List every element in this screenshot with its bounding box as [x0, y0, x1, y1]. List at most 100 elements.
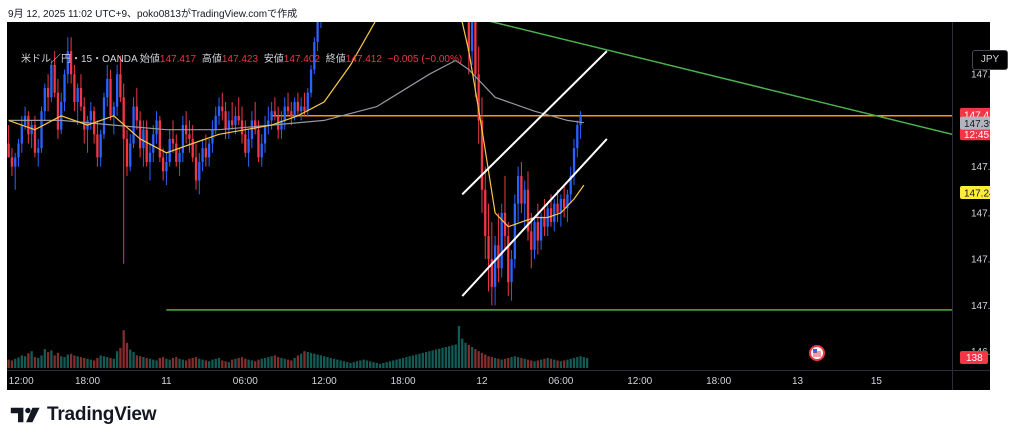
- candle-body: [27, 115, 30, 135]
- candle-body: [145, 129, 148, 163]
- candle-body: [99, 134, 102, 158]
- candle-body: [96, 134, 99, 158]
- candle-body: [257, 129, 260, 158]
- candle-body: [490, 259, 493, 287]
- volume-bar: [33, 357, 37, 368]
- candle-body: [303, 106, 306, 112]
- volume-bar: [332, 358, 336, 368]
- volume-bar: [349, 362, 352, 368]
- plot-area: [7, 22, 952, 368]
- candle-body: [119, 74, 122, 98]
- candle-body: [43, 88, 46, 112]
- volume-bar: [293, 357, 296, 368]
- volume-bar: [585, 357, 589, 368]
- candle-body: [487, 235, 490, 260]
- price-badge: [960, 116, 990, 130]
- tradingview-logo[interactable]: TradingView: [10, 404, 157, 426]
- volume-bar: [201, 359, 204, 368]
- candle-body: [106, 78, 109, 98]
- volume-bar: [181, 359, 185, 368]
- volume-bar: [497, 358, 500, 368]
- y-tick-label: 147.100: [971, 255, 990, 266]
- candle-body: [576, 125, 579, 149]
- candle-body: [523, 189, 526, 204]
- chart-panel[interactable]: 147.500147.400147.300147.200147.100147.0…: [7, 22, 1008, 390]
- candle-body: [309, 69, 313, 93]
- candle-body: [254, 120, 257, 130]
- candle-body: [66, 51, 69, 75]
- volume-bar: [507, 357, 510, 368]
- x-tick-label: 18:00: [706, 376, 731, 387]
- volume-bar: [523, 358, 526, 368]
- candle-body: [198, 162, 201, 181]
- candle-body: [493, 245, 497, 287]
- volume-bar: [559, 361, 563, 368]
- high-label: 高値: [201, 54, 222, 65]
- volume-bar: [401, 357, 405, 368]
- candle-body: [296, 101, 300, 112]
- volume-bar: [467, 344, 470, 368]
- volume-bar: [204, 360, 208, 368]
- volume-bar: [53, 355, 56, 368]
- candle-body: [89, 111, 92, 121]
- volume-bar: [470, 347, 474, 368]
- volume-bar: [14, 358, 17, 368]
- volume-bar: [83, 357, 86, 368]
- brand-name: TradingView: [47, 404, 157, 425]
- volume-bar: [375, 362, 378, 368]
- volume-bar: [530, 360, 533, 368]
- candle-body: [138, 120, 142, 149]
- currency-button[interactable]: JPY: [972, 50, 1008, 70]
- volume-bar: [300, 353, 303, 368]
- x-tick-label: 12:00: [9, 376, 34, 387]
- volume-bar: [487, 356, 490, 368]
- candle-body: [102, 97, 106, 135]
- candle-body: [267, 120, 270, 126]
- candle-body: [543, 217, 546, 227]
- symbol-name[interactable]: 米ドル／円・15・OANDA: [21, 54, 138, 65]
- candle-body: [214, 115, 217, 130]
- candle-body: [194, 157, 198, 181]
- y-tick-label: 147.500: [971, 70, 990, 81]
- volume-bar: [168, 359, 171, 368]
- volume-bar: [549, 358, 553, 368]
- volume-bar: [372, 362, 375, 368]
- candle-body: [188, 134, 191, 139]
- volume-bar: [362, 359, 365, 368]
- volume-bar: [359, 360, 362, 368]
- x-tick-label: 13: [792, 376, 804, 387]
- candle-body: [175, 143, 178, 163]
- volume-bar: [270, 356, 273, 368]
- candle-body: [191, 138, 194, 158]
- volume-bar: [533, 361, 536, 368]
- price-badge-text: 147.393: [964, 119, 990, 130]
- us-flag-canton: [813, 349, 817, 353]
- close-label: 終値: [325, 54, 346, 65]
- volume-bar: [184, 360, 188, 368]
- candle-body: [40, 111, 43, 149]
- volume-bar: [92, 360, 96, 368]
- candle-body: [168, 138, 171, 163]
- volume-bar: [138, 356, 142, 368]
- candle-body: [300, 106, 303, 112]
- volume-bar: [280, 357, 283, 368]
- volume-bar: [378, 363, 382, 368]
- candle-body: [273, 111, 277, 116]
- candle-body: [250, 120, 254, 139]
- candle-body: [158, 120, 161, 158]
- candle-body: [201, 148, 204, 163]
- candle-body: [33, 125, 37, 153]
- candle-body: [507, 235, 510, 283]
- volume-bar: [145, 357, 148, 368]
- volume-bar: [250, 360, 254, 368]
- candle-body: [474, 22, 477, 75]
- volume-bar: [451, 345, 454, 368]
- volume-bar: [69, 353, 73, 368]
- x-tick-label: 18:00: [391, 376, 416, 387]
- chart-canvas[interactable]: 147.500147.400147.300147.200147.100147.0…: [7, 22, 990, 390]
- volume-bar: [405, 357, 408, 368]
- volume-bar: [191, 357, 194, 368]
- candle-body: [553, 203, 556, 223]
- volume-bar: [63, 357, 66, 368]
- volume-bar: [79, 357, 83, 368]
